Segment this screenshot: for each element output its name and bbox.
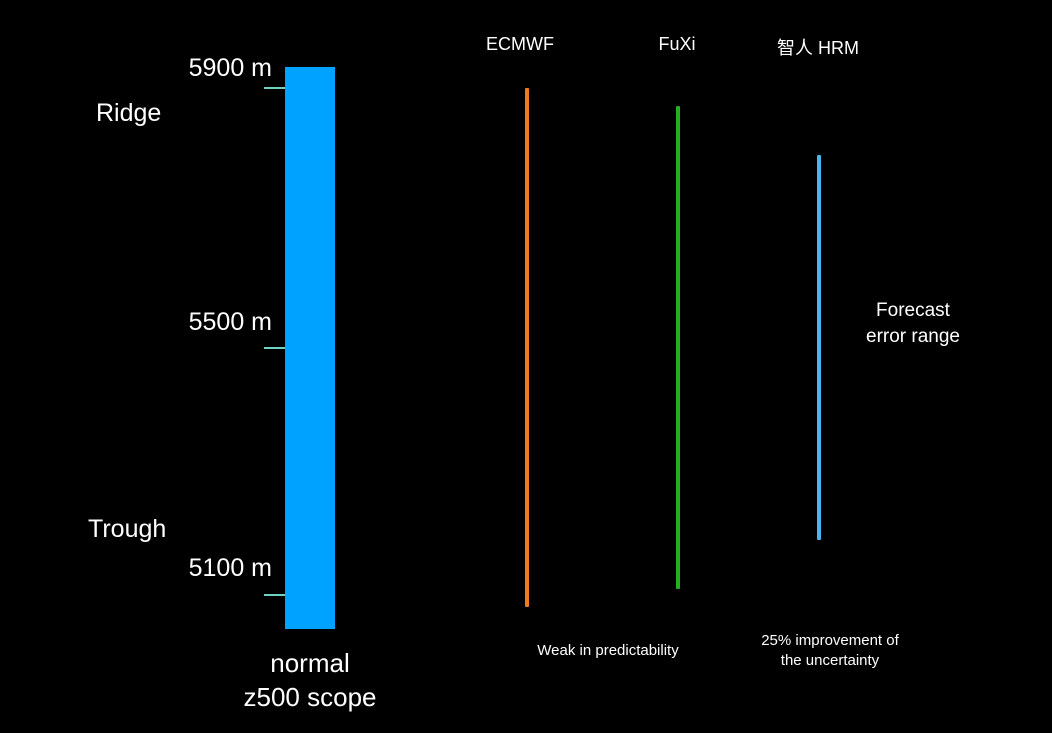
label-5500m: 5500 m xyxy=(188,308,272,336)
tick-5100 xyxy=(264,594,285,596)
label-5100m: 5100 m xyxy=(188,554,272,582)
ecmwf-error-line xyxy=(525,88,529,607)
bar-caption-2: z500 scope xyxy=(243,682,377,712)
error-range-line2: error range xyxy=(866,326,960,347)
bar-caption-1: normal xyxy=(270,648,350,678)
hrm-note: 25% improvement of the uncertainty xyxy=(761,631,899,671)
normal-z500-bar xyxy=(285,67,335,629)
hrm-title: 智人 HRM xyxy=(777,38,859,58)
tick-5500 xyxy=(264,347,285,349)
hrm-error-line xyxy=(817,155,821,540)
trough-label: Trough xyxy=(88,515,167,543)
tick-5900 xyxy=(264,87,285,89)
error-range-line1: Forecast xyxy=(876,300,950,321)
hrm-note-line1: 25% improvement of xyxy=(761,632,899,649)
fuxi-title: FuXi xyxy=(658,34,696,54)
ridge-label: Ridge xyxy=(96,99,162,127)
ecmwf-title: ECMWF xyxy=(486,34,554,54)
ecmwf-note: Weak in predictability xyxy=(537,642,679,659)
error-range-label: Forecast error range xyxy=(866,298,960,350)
fuxi-error-line xyxy=(676,106,680,589)
hrm-note-line2: the uncertainty xyxy=(780,652,880,669)
label-5900m: 5900 m xyxy=(188,54,272,82)
